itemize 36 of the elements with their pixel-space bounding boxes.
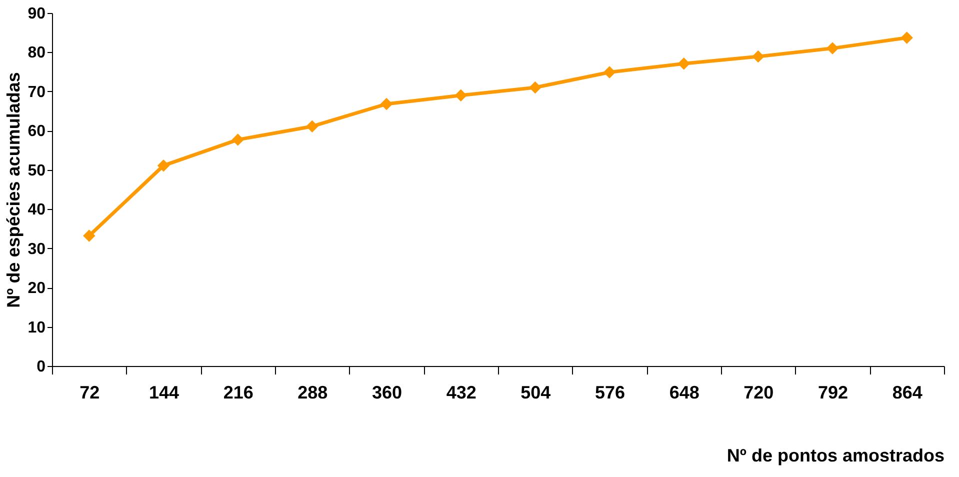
x-tick-label: 216 <box>223 382 254 402</box>
x-tick-label: 72 <box>80 382 100 402</box>
x-tick-label: 504 <box>520 382 551 402</box>
y-tick-label: 50 <box>28 162 46 180</box>
point <box>752 50 764 63</box>
x-tick-label: 360 <box>372 382 402 402</box>
point <box>900 32 913 44</box>
y-tick-label: 0 <box>36 358 46 376</box>
point <box>232 134 244 146</box>
y-tick-label: 40 <box>28 202 46 219</box>
x-tick-label: 648 <box>669 382 700 402</box>
x-tick-label: 144 <box>148 382 180 402</box>
point <box>83 230 96 242</box>
x-tick-label: 432 <box>446 382 476 402</box>
x-axis-title: Nº de pontos amostrados <box>726 446 944 466</box>
y-tick-label: 10 <box>28 319 46 336</box>
point <box>603 66 616 78</box>
point <box>826 42 839 54</box>
point <box>529 81 542 94</box>
y-tick-label: 30 <box>28 240 46 258</box>
x-tick-label: 720 <box>744 382 774 402</box>
point <box>157 159 170 172</box>
y-tick-label: 90 <box>28 6 46 22</box>
x-tick-label: 288 <box>298 382 328 402</box>
point <box>454 89 467 102</box>
y-axis-title: Nº de espécies acumuladas <box>4 72 24 308</box>
x-tick-label: 576 <box>594 382 626 402</box>
y-tick-label: 20 <box>28 280 46 298</box>
x-tick-label: 792 <box>818 382 848 402</box>
y-tick-label: 70 <box>28 84 46 101</box>
point <box>306 120 318 132</box>
y-tick-label: 60 <box>28 123 46 140</box>
point <box>678 57 690 70</box>
x-tick-label: 864 <box>892 382 922 402</box>
y-tick-label: 80 <box>28 44 46 62</box>
point <box>380 98 393 110</box>
